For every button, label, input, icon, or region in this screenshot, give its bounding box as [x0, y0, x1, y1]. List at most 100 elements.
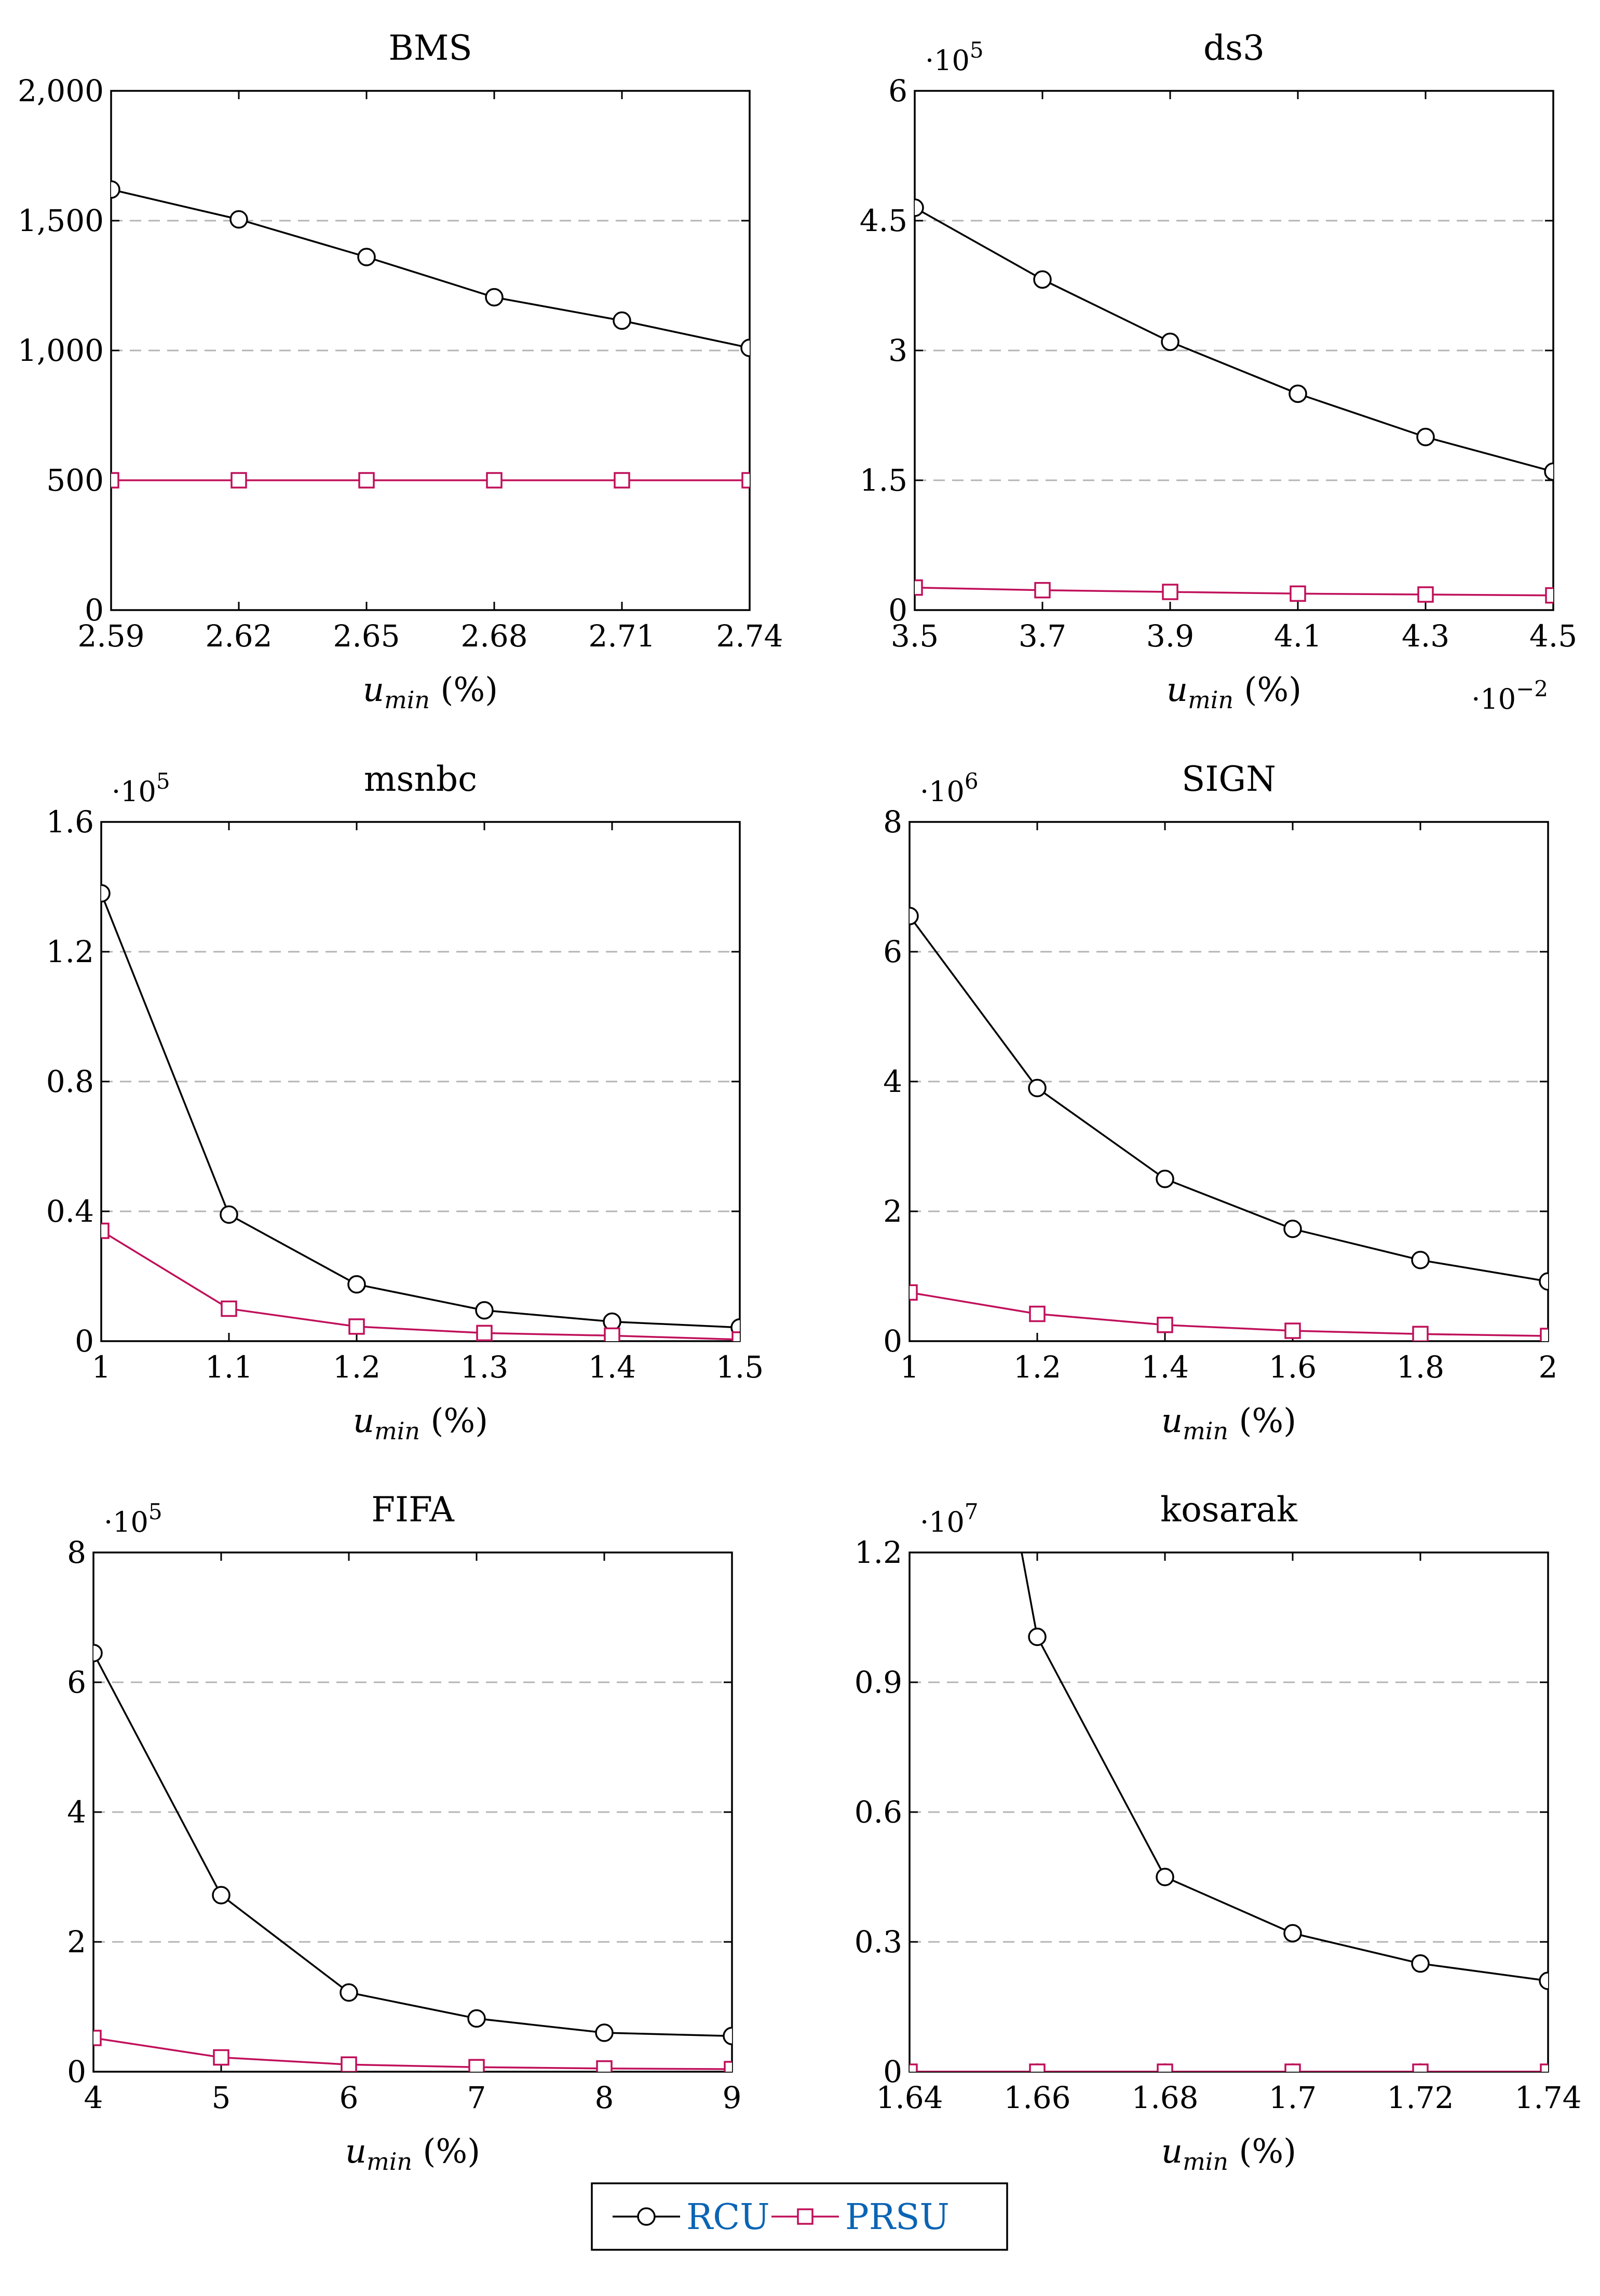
x-tick-label: 1 — [900, 1349, 919, 1385]
x-tick-label: 1.3 — [460, 1349, 508, 1385]
y-tick-label: 2 — [67, 1924, 86, 1960]
data-point-rcu — [1156, 1169, 1174, 1188]
x-tick-label: 1 — [92, 1349, 111, 1385]
data-point-prsu — [1545, 587, 1553, 604]
y-tick-label: 0 — [85, 592, 104, 628]
x-axis-label: umin (%) — [345, 2132, 480, 2176]
x-tick-label: 1.2 — [1013, 1349, 1061, 1385]
y-tick-label: 1.2 — [855, 1535, 902, 1570]
y-tick-label: 0 — [883, 2054, 902, 2089]
x-tick-label: 3.7 — [1019, 618, 1066, 654]
data-point-rcu — [1544, 462, 1553, 481]
y-tick-label: 0 — [67, 2054, 86, 2089]
x-tick-label: 1.72 — [1387, 2080, 1454, 2115]
y-tick-label: 0.8 — [46, 1064, 94, 1099]
data-point-prsu — [221, 1300, 237, 1317]
x-tick-label: 6 — [340, 2080, 359, 2115]
data-point-rcu — [1156, 1868, 1174, 1886]
x-tick-label: 2.68 — [460, 618, 527, 654]
y-tick-label: 0.4 — [46, 1194, 94, 1229]
series-line-prsu — [93, 2037, 732, 2070]
x-tick-label: 4.5 — [1529, 618, 1577, 654]
chart-title: msnbc — [364, 759, 477, 799]
x-tick-label: 1.6 — [1269, 1349, 1317, 1385]
data-point-rcu — [723, 2027, 732, 2045]
y-tick-label: 0.6 — [855, 1794, 902, 1830]
data-point-prsu — [101, 1222, 110, 1239]
data-point-rcu — [1411, 1251, 1430, 1269]
data-point-rcu — [229, 210, 248, 229]
y-multiplier: ·106 — [920, 768, 979, 808]
x-tick-label: 2.65 — [333, 618, 400, 654]
data-point-prsu — [93, 2030, 102, 2046]
data-point-prsu — [1029, 2063, 1046, 2072]
legend-entry-prsu: PRSU — [771, 2197, 950, 2238]
x-tick-label: 2.74 — [716, 618, 783, 654]
data-point-prsu — [1157, 1317, 1173, 1333]
data-point-rcu — [1289, 384, 1307, 403]
x-tick-label: 4.3 — [1402, 618, 1449, 654]
data-point-rcu — [613, 311, 631, 330]
data-point-prsu — [910, 2063, 918, 2072]
data-point-prsu — [468, 2059, 485, 2072]
y-tick-label: 0 — [888, 592, 907, 628]
y-tick-label: 500 — [46, 463, 104, 498]
x-tick-label: 5 — [212, 2080, 231, 2115]
data-point-rcu — [1283, 1220, 1302, 1238]
y-tick-label: 2,000 — [18, 73, 104, 109]
data-point-prsu — [614, 472, 630, 489]
legend-label: RCU — [686, 2197, 770, 2238]
data-point-rcu — [485, 288, 504, 307]
y-tick-label: 8 — [883, 804, 902, 840]
data-point-prsu — [1157, 2063, 1173, 2072]
data-point-rcu — [1416, 427, 1435, 447]
plot-frame — [92, 1551, 733, 2073]
data-point-prsu — [1412, 2063, 1429, 2072]
y-multiplier: ·105 — [112, 768, 170, 808]
x-tick-label: 1.1 — [205, 1349, 253, 1385]
x-tick-label: 1.64 — [876, 2080, 943, 2115]
data-point-rcu — [915, 198, 924, 217]
plot-frame — [909, 821, 1549, 1342]
data-point-rcu — [1539, 1971, 1548, 1990]
x-tick-label: 3.5 — [891, 618, 939, 654]
y-tick-label: 0.3 — [855, 1924, 902, 1960]
data-point-prsu — [1412, 1326, 1429, 1341]
x-tick-label: 1.4 — [588, 1349, 636, 1385]
data-point-prsu — [741, 472, 750, 489]
chart-title: FIFA — [371, 1490, 455, 1530]
chart-title: kosarak — [1160, 1490, 1298, 1530]
panel-sign: SIGN 0 2 4 6 8 1 1.2 1.4 1.6 1.8 2 umin (%) ·106 — [883, 759, 1557, 1445]
y-tick-label: 4 — [883, 1064, 902, 1099]
x-tick-label: 2.71 — [588, 618, 655, 654]
chart-title: SIGN — [1182, 759, 1276, 799]
data-point-rcu — [111, 180, 120, 199]
series-group — [111, 180, 750, 489]
data-point-prsu — [230, 472, 247, 489]
data-point-rcu — [910, 907, 919, 925]
data-point-prsu — [1540, 2063, 1548, 2072]
y-tick-label: 1.2 — [46, 934, 94, 969]
x-axis-label: umin (%) — [1161, 2132, 1296, 2176]
data-point-rcu — [212, 1886, 230, 1905]
panel-fifa: FIFA 0 2 4 6 8 4 5 6 7 8 9 umin (%) ·105 — [67, 1490, 741, 2176]
series-line-rcu — [915, 207, 1553, 472]
y-multiplier: ·105 — [925, 37, 984, 77]
legend-label: PRSU — [845, 2197, 950, 2238]
y-tick-label: 6 — [888, 73, 907, 109]
data-point-prsu — [1540, 1328, 1548, 1341]
series-line-rcu — [910, 915, 1548, 1282]
x-tick-label: 4.1 — [1274, 618, 1322, 654]
x-multiplier: ·10−2 — [1471, 676, 1548, 715]
y-tick-label: 1,000 — [18, 333, 104, 368]
x-axis-label: umin (%) — [1167, 671, 1301, 714]
series-line-rcu — [1021, 1552, 1548, 1982]
data-point-prsu — [731, 1331, 740, 1341]
panel-ds3: ds3 0 1.5 3 4.5 6 3.5 3.7 3.9 4.1 4.3 4.5 umin (%) ·1… — [860, 28, 1577, 715]
chart-title: BMS — [388, 28, 472, 68]
data-point-rcu — [93, 1644, 103, 1663]
y-tick-label: 0 — [75, 1323, 94, 1359]
x-tick-label: 3.9 — [1146, 618, 1194, 654]
x-tick-label: 7 — [467, 2080, 486, 2115]
